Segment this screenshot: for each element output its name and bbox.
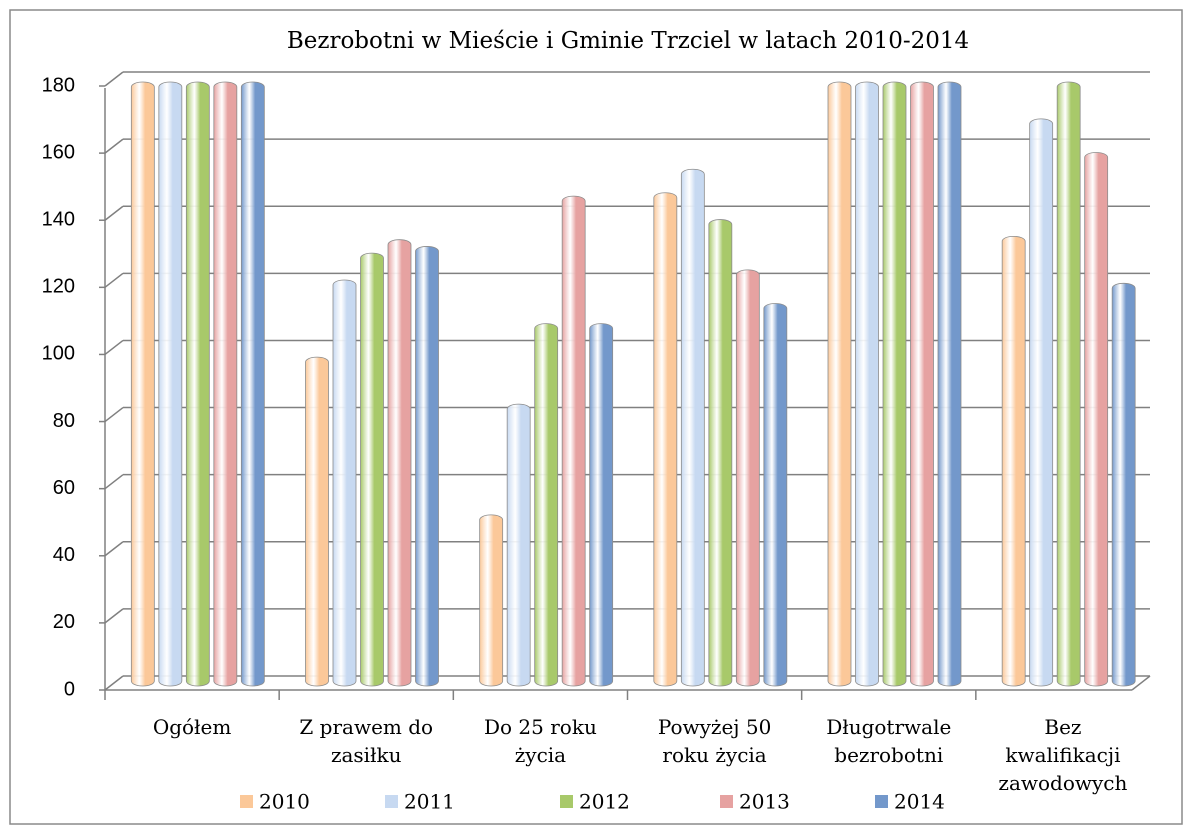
bar [1084,152,1109,687]
bar [827,81,852,687]
grid-line-depth [104,71,124,87]
bar [185,81,210,687]
x-tick-label-line: Ogółem [153,715,232,739]
bar [305,356,329,687]
x-tick-label-line: kwalifikacji [1005,743,1120,767]
x-tick-label-line: roku życia [662,743,766,767]
x-tick-label: Do 25 roku życia [484,715,597,767]
legend-swatch [240,795,253,808]
x-tick-label-line: zawodowych [998,771,1127,795]
bar [1029,118,1054,687]
legend-swatch [875,795,888,808]
x-tick-label-line: życia [515,743,566,767]
legend-label: 2010 [259,790,310,814]
bar [332,279,357,687]
bar [1001,235,1026,687]
bar [653,192,678,687]
bar [415,246,439,687]
y-tick-label: 20 [53,611,75,633]
bar [910,81,934,687]
grid-line-depth [104,541,124,557]
x-tick-label-line: Do 25 roku [484,715,597,739]
bar [506,403,531,687]
x-tick-label-line: Długotrwale [826,715,951,739]
y-tick-label: 60 [53,477,75,499]
legend-swatch [560,795,573,808]
grid-line-depth [104,608,124,624]
bar [561,195,586,687]
grid-line-depth [104,272,124,288]
y-tick-label: 100 [42,343,75,365]
y-tick-label: 140 [42,209,75,231]
grid-line-depth [104,205,124,221]
x-tick-label: Bez kwalifikacji zawodowych [998,715,1127,795]
bar [130,81,155,687]
legend-label: 2014 [894,790,945,814]
legend-label: 2012 [579,790,630,814]
bar [589,323,614,687]
bar [937,81,962,687]
bar [1111,282,1136,687]
legend-label: 2011 [404,790,455,814]
y-tick-label: 40 [53,544,75,566]
bar [479,514,504,687]
bar [680,168,705,687]
bar [1056,81,1081,687]
bar [708,219,733,687]
x-tick-label-line: Bez [1044,715,1081,739]
y-tick-label: 0 [64,678,75,700]
bar [855,81,879,687]
x-tick-label-line: bezrobotni [834,743,943,767]
x-tick-label: Ogółem [153,715,232,739]
bar [360,252,384,687]
x-axis-depth [1131,675,1151,691]
legend-label: 2013 [739,790,790,814]
chart-title: Bezrobotni w Mieście i Gminie Trzciel w … [287,28,969,54]
grid-line-depth [104,406,124,423]
bar [158,81,183,687]
bar [534,323,559,687]
bar [387,239,412,687]
y-tick-label: 180 [42,74,75,96]
x-tick-label-line: Z prawem do [299,715,433,739]
x-tick-label: Z prawem do zasiłku [299,715,433,767]
grid-line-depth [104,339,124,356]
grid-line-depth [104,138,124,154]
bar [240,81,265,687]
grid-line-depth [104,675,124,691]
x-tick-label-line: Powyżej 50 [658,715,772,739]
y-tick-label: 80 [53,410,75,432]
x-tick-label: Długotrwale bezrobotni [826,715,951,767]
grid-line-depth [104,474,124,490]
bar [882,81,907,687]
bar [763,303,788,687]
y-tick-label: 160 [42,141,75,163]
bar [213,81,238,687]
x-tick-label-line: zasiłku [331,743,402,767]
y-tick-label: 120 [42,276,75,298]
bar [735,269,760,687]
legend-swatch [720,795,733,808]
legend-swatch [385,795,398,808]
x-tick-label: Powyżej 50 roku życia [658,715,772,767]
